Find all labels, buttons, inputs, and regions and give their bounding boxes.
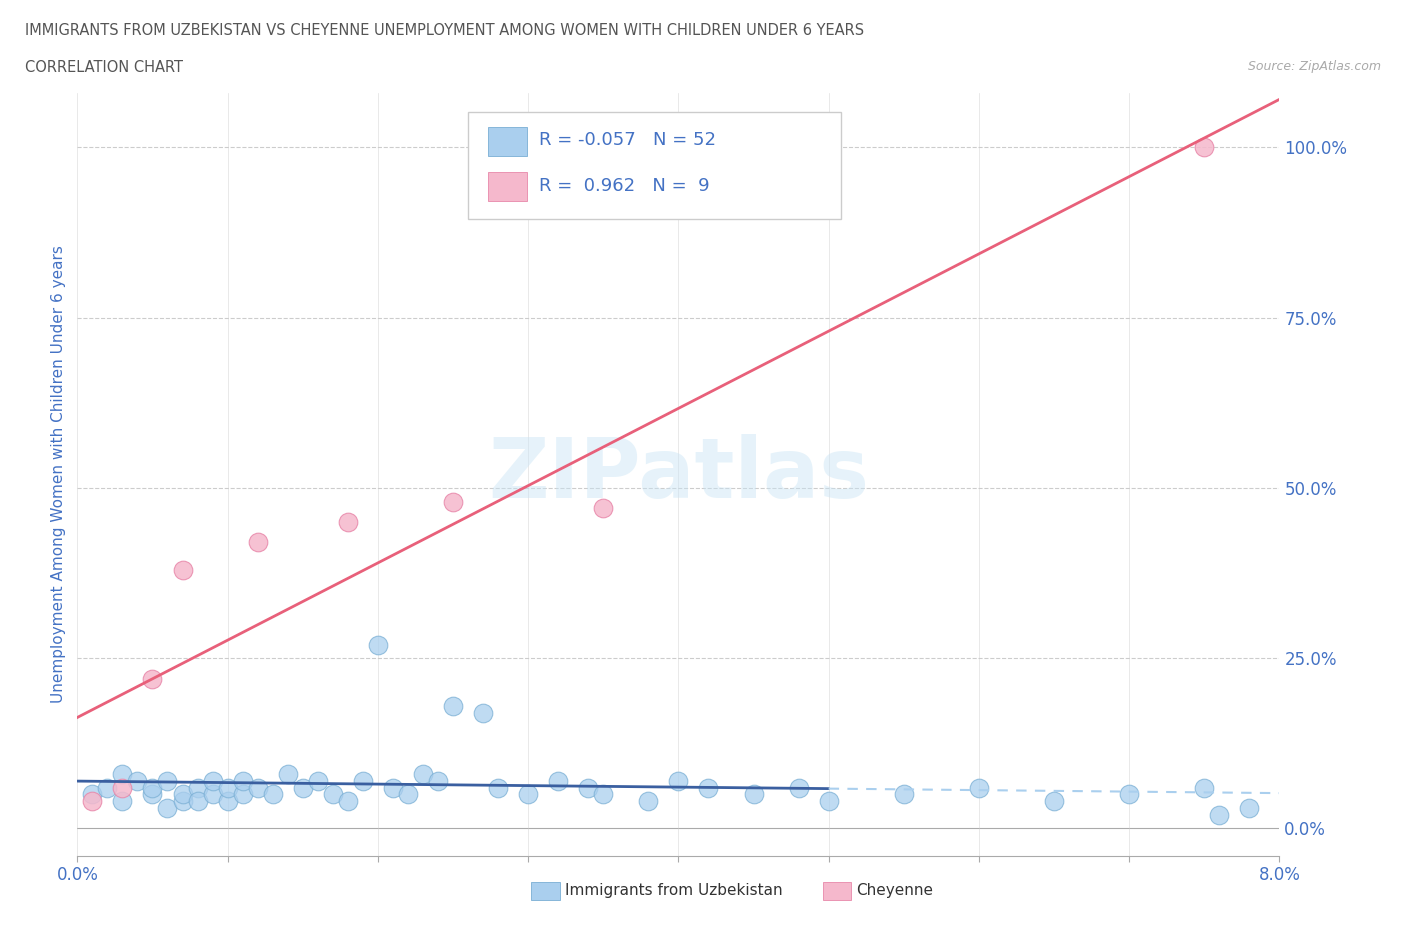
Point: [637, 793, 659, 808]
Point: [277, 766, 299, 781]
Point: [141, 787, 163, 802]
Point: [1208, 807, 1230, 822]
Point: [141, 671, 163, 686]
Point: [127, 773, 149, 788]
Point: [232, 787, 254, 802]
Point: [697, 780, 720, 795]
Point: [156, 773, 179, 788]
Point: [441, 698, 464, 713]
Point: [82, 793, 104, 808]
Point: [592, 787, 614, 802]
Point: [742, 787, 765, 802]
Point: [472, 705, 495, 720]
Text: CORRELATION CHART: CORRELATION CHART: [25, 60, 183, 75]
Point: [246, 780, 269, 795]
Point: [486, 780, 509, 795]
Point: [381, 780, 404, 795]
Bar: [488, 172, 527, 201]
FancyBboxPatch shape: [468, 113, 841, 219]
Point: [307, 773, 329, 788]
Point: [893, 787, 915, 802]
Point: [352, 773, 374, 788]
Point: [336, 793, 359, 808]
Point: [262, 787, 284, 802]
Point: [427, 773, 450, 788]
Point: [592, 501, 614, 516]
Text: R = -0.057   N = 52: R = -0.057 N = 52: [538, 131, 716, 150]
Text: Immigrants from Uzbekistan: Immigrants from Uzbekistan: [565, 884, 783, 898]
Point: [186, 780, 209, 795]
Point: [412, 766, 434, 781]
Point: [1118, 787, 1140, 802]
Point: [396, 787, 419, 802]
Point: [141, 780, 163, 795]
Point: [291, 780, 314, 795]
Point: [156, 801, 179, 816]
Point: [1194, 140, 1216, 155]
Point: [787, 780, 810, 795]
Y-axis label: Unemployment Among Women with Children Under 6 years: Unemployment Among Women with Children U…: [51, 246, 66, 703]
Point: [201, 773, 224, 788]
Point: [232, 773, 254, 788]
Point: [322, 787, 344, 802]
Point: [172, 793, 194, 808]
Point: [967, 780, 990, 795]
Point: [817, 793, 839, 808]
Point: [547, 773, 569, 788]
Text: Source: ZipAtlas.com: Source: ZipAtlas.com: [1247, 60, 1381, 73]
Point: [111, 766, 134, 781]
Bar: [823, 882, 851, 900]
Point: [367, 637, 389, 652]
Point: [336, 514, 359, 529]
Point: [1239, 801, 1261, 816]
Point: [246, 535, 269, 550]
Point: [111, 793, 134, 808]
Point: [668, 773, 690, 788]
Point: [441, 494, 464, 509]
Point: [201, 787, 224, 802]
Text: ZIPatlas: ZIPatlas: [488, 433, 869, 515]
Point: [217, 780, 239, 795]
Bar: [488, 126, 527, 155]
Text: IMMIGRANTS FROM UZBEKISTAN VS CHEYENNE UNEMPLOYMENT AMONG WOMEN WITH CHILDREN UN: IMMIGRANTS FROM UZBEKISTAN VS CHEYENNE U…: [25, 23, 865, 38]
Point: [111, 780, 134, 795]
Text: R =  0.962   N =  9: R = 0.962 N = 9: [538, 177, 710, 195]
Point: [1194, 780, 1216, 795]
Text: Cheyenne: Cheyenne: [856, 884, 934, 898]
Point: [517, 787, 540, 802]
Point: [96, 780, 118, 795]
Point: [186, 793, 209, 808]
Point: [172, 787, 194, 802]
Point: [82, 787, 104, 802]
Bar: [531, 882, 560, 900]
Point: [576, 780, 599, 795]
Point: [1043, 793, 1066, 808]
Point: [172, 562, 194, 577]
Point: [217, 793, 239, 808]
